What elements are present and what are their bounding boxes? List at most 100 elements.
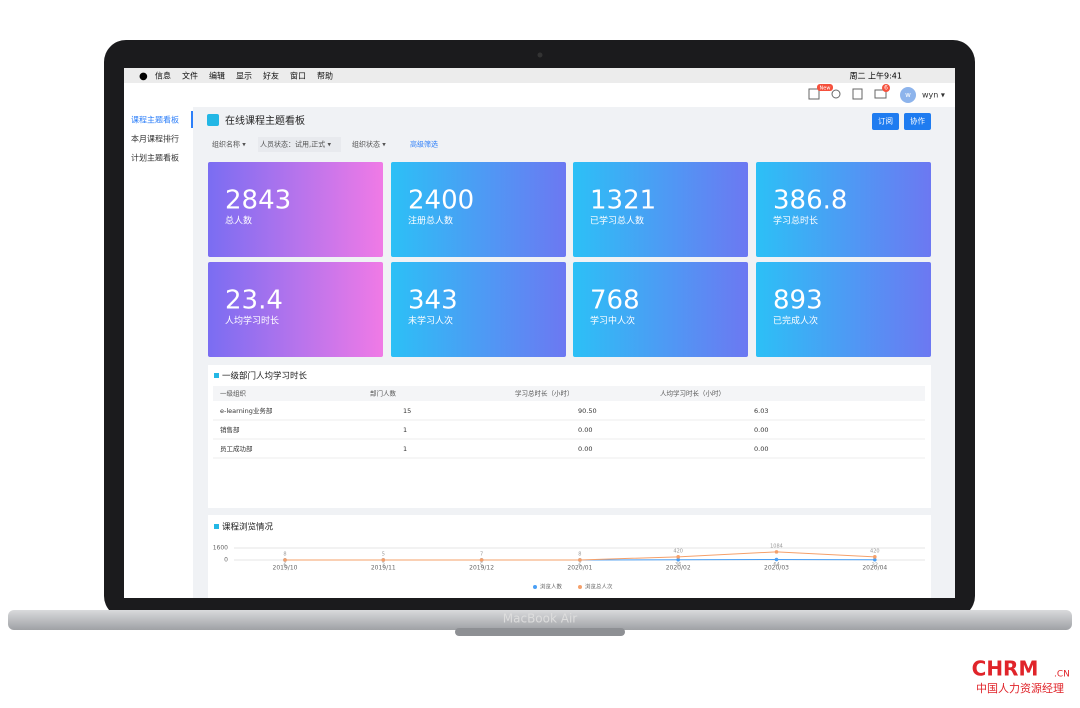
- watermark-domain: .CN: [1054, 670, 1070, 680]
- stat-value: 1321: [590, 186, 656, 216]
- series-point: [774, 557, 779, 562]
- series-point: [676, 555, 680, 559]
- menu-item[interactable]: 显示: [236, 72, 252, 81]
- table-cell: 0.00: [578, 445, 592, 453]
- table-cell: e-learning业务部: [220, 406, 273, 415]
- y-tick-label: 1600: [213, 545, 228, 552]
- laptop-notch: [455, 628, 625, 636]
- y-tick-label: 0: [224, 557, 228, 564]
- message-badge-bg: [882, 84, 890, 92]
- stat-card: [391, 262, 566, 357]
- legend-label[interactable]: 浏览人数: [540, 583, 563, 591]
- filter[interactable]: 高级筛选: [410, 140, 438, 149]
- stat-value: 2400: [408, 186, 474, 216]
- data-label: 8: [578, 551, 581, 557]
- data-label: 36: [675, 562, 681, 568]
- table-cell: 6.03: [754, 407, 768, 415]
- table-cell: 0.00: [754, 426, 768, 434]
- button-label[interactable]: 订阅: [878, 116, 893, 126]
- data-label: 5: [480, 562, 483, 568]
- data-label: 5: [382, 551, 385, 557]
- x-tick-label: 2020/01: [567, 565, 592, 572]
- table-header: [213, 386, 925, 401]
- menu-item[interactable]: 好友: [263, 71, 279, 81]
- stat-value: 893: [773, 286, 823, 316]
- clock: 周二 上午9:41: [849, 71, 902, 81]
- series-point: [873, 555, 877, 559]
- menu-item[interactable]: 文件: [182, 71, 198, 81]
- table-cell: 员工成功部: [220, 444, 253, 453]
- search-icon[interactable]: [831, 89, 841, 99]
- table-cell: 15: [403, 407, 411, 415]
- x-tick-label: 2019/10: [273, 565, 298, 572]
- menu-item[interactable]: 编辑: [209, 71, 225, 81]
- filter[interactable]: 人员状态：试用,正式 ▾: [260, 140, 331, 149]
- series-point: [381, 558, 386, 562]
- table-cell: 90.50: [578, 407, 597, 415]
- series-point: [873, 557, 877, 562]
- data-label: 32: [872, 562, 878, 568]
- menu-item[interactable]: 帮助: [317, 71, 333, 81]
- stat-card: [756, 162, 931, 257]
- sidebar-item[interactable]: 计划主题看板: [131, 153, 179, 163]
- x-tick-label: 2020/03: [764, 565, 789, 572]
- filter[interactable]: 组织名称 ▾: [212, 140, 246, 149]
- table-cell: 销售部: [220, 425, 240, 434]
- filter[interactable]: 组织状态 ▾: [352, 140, 386, 149]
- stat-card: [208, 162, 383, 257]
- button-label[interactable]: 协作: [910, 116, 925, 126]
- menu-bar: [124, 68, 955, 83]
- x-tick-label: 2020/02: [666, 565, 691, 572]
- chart-panel: [208, 515, 931, 598]
- table-cell: 1: [403, 426, 407, 434]
- button[interactable]: [872, 113, 899, 130]
- chart-icon: [214, 524, 219, 529]
- table-icon: [214, 373, 219, 378]
- chart-title: 课程浏览情况: [222, 522, 274, 533]
- x-tick-label: 2019/12: [469, 565, 494, 572]
- stat-card: [573, 162, 748, 257]
- stat-label: 注册总人数: [408, 215, 453, 227]
- series-point: [283, 558, 287, 562]
- message-badge: 6: [884, 85, 888, 92]
- apple-logo: ●: [139, 71, 148, 82]
- mail-icon[interactable]: [874, 89, 887, 99]
- table-cell: 0.00: [754, 445, 768, 453]
- top-bar: [124, 83, 955, 107]
- data-label: 6: [283, 562, 286, 568]
- menu-item[interactable]: 窗口: [290, 71, 306, 81]
- watermark-tagline: 中国人力资源经理: [976, 681, 1064, 695]
- stat-value: 768: [590, 286, 640, 316]
- menu-item[interactable]: 信息: [155, 71, 171, 81]
- stat-value: 23.4: [225, 286, 283, 316]
- avatar[interactable]: [900, 87, 916, 103]
- doc-icon[interactable]: [852, 88, 863, 100]
- series-point: [479, 558, 484, 562]
- device-model: MacBook Air: [503, 612, 578, 626]
- series-point: [578, 558, 582, 562]
- sidebar-active: [191, 111, 193, 128]
- stat-card: [208, 262, 383, 357]
- sidebar-item[interactable]: 课程主题看板: [131, 115, 179, 125]
- legend-marker[interactable]: [533, 585, 537, 589]
- stat-card: [391, 162, 566, 257]
- user-name[interactable]: wyn ▾: [922, 91, 945, 100]
- watermark-brand: CHRM: [972, 657, 1039, 681]
- x-tick-label: 2020/04: [862, 565, 887, 572]
- sidebar-item[interactable]: 本月课程排行: [131, 134, 179, 144]
- button[interactable]: [904, 113, 931, 130]
- table-header-cell: 部门人数: [370, 389, 397, 398]
- table-cell: 0.00: [578, 426, 592, 434]
- legend-label[interactable]: 浏览总人次: [585, 583, 613, 591]
- data-label: 420: [870, 548, 880, 554]
- filter-active: [258, 137, 341, 152]
- stat-label: 学习总时长: [773, 215, 818, 227]
- data-label: 1084: [770, 543, 783, 549]
- stat-label: 学习中人次: [590, 315, 635, 327]
- data-label: 6: [578, 562, 581, 568]
- legend-marker[interactable]: [578, 585, 582, 589]
- data-label: 3: [382, 562, 385, 568]
- task-icon[interactable]: [808, 88, 820, 100]
- data-label: 64: [773, 562, 779, 568]
